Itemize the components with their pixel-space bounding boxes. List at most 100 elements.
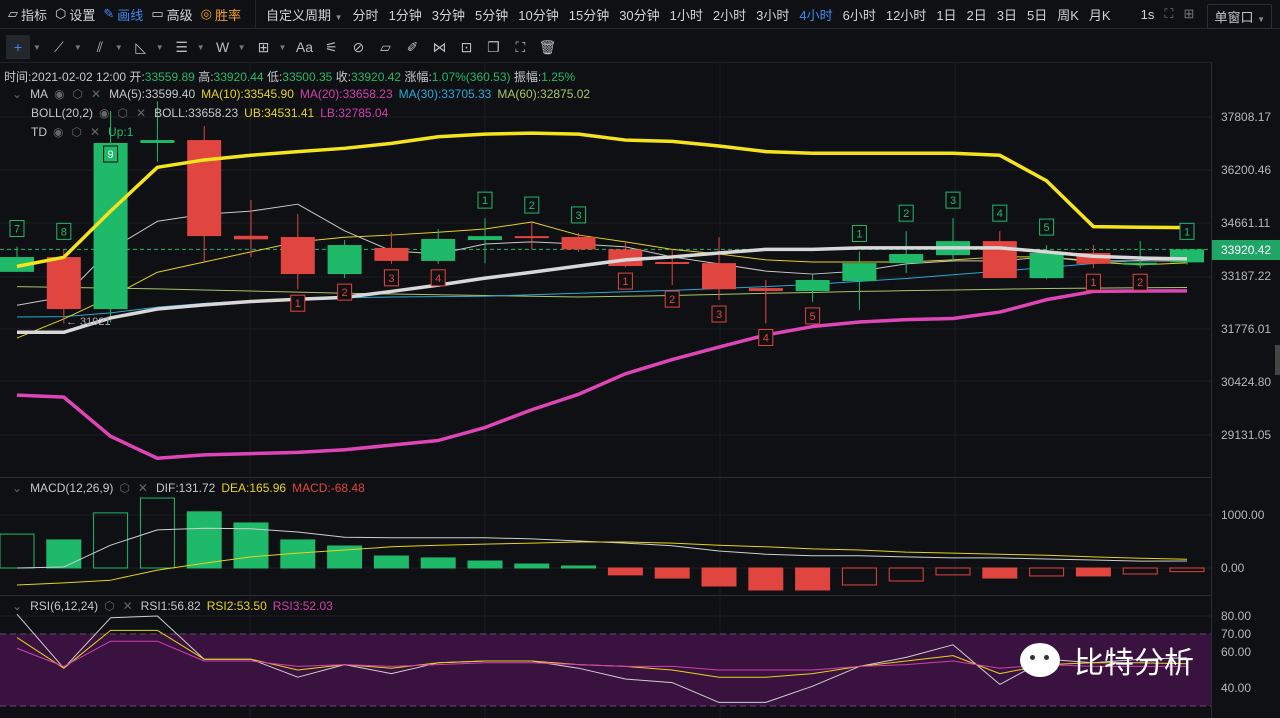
collapse-icon[interactable]: ⌄: [12, 481, 23, 495]
period-tab[interactable]: 周K: [1057, 7, 1079, 23]
period-tab[interactable]: 3小时: [756, 7, 790, 23]
period-tab[interactable]: 分时: [352, 7, 379, 23]
period-tab[interactable]: 30分钟: [619, 7, 660, 23]
text-tool-icon[interactable]: Aa: [295, 39, 314, 55]
chevron-down-icon[interactable]: ▼: [155, 42, 164, 52]
period-tab[interactable]: 12小时: [885, 7, 927, 23]
period-tab[interactable]: 5日: [1027, 7, 1048, 23]
eye-icon[interactable]: ◉: [99, 106, 110, 120]
period-tab[interactable]: 3日: [996, 7, 1018, 23]
period-tab[interactable]: 6小时: [842, 7, 876, 23]
add-window-icon[interactable]: ⊞: [1183, 6, 1195, 21]
eye-icon[interactable]: ◉: [53, 125, 64, 139]
magnet-tool-icon[interactable]: ⊘: [352, 38, 365, 55]
candle-body: [748, 288, 783, 292]
period-tab[interactable]: 月K: [1088, 7, 1111, 23]
settings-icon[interactable]: ⬡: [71, 125, 82, 139]
interval-label[interactable]: 1s: [1140, 6, 1155, 22]
td-down-marker: 5: [805, 307, 821, 325]
eye-icon[interactable]: ◉: [54, 87, 65, 101]
rect-tool-icon[interactable]: ⊞: [257, 38, 270, 55]
ma30-value: MA(30):33705.33: [398, 87, 492, 101]
topbar-winrate-button[interactable]: ◎ 胜率: [201, 5, 241, 24]
period-tab[interactable]: 1分钟: [388, 7, 422, 23]
fullscreen-icon[interactable]: ⛶: [1164, 6, 1174, 21]
copy-tool-icon[interactable]: ❐: [487, 38, 500, 55]
period-tab[interactable]: 3分钟: [431, 7, 466, 23]
line-tool-icon[interactable]: ⟋: [54, 38, 64, 55]
candle: [187, 126, 222, 263]
low-value: 33500.35: [282, 70, 333, 84]
rsi2-value: RSI2:53.50: [206, 599, 267, 613]
crosshair-tool-icon[interactable]: +: [6, 35, 30, 59]
measure-tool-icon[interactable]: ⚟: [325, 38, 338, 55]
delete-tool-icon[interactable]: 🗑: [538, 38, 557, 55]
td-up-marker: 7: [9, 219, 25, 237]
screenshot-tool-icon[interactable]: ⛶: [515, 38, 526, 55]
price-axis[interactable]: [1211, 62, 1212, 718]
watermark-text: 比特分析: [1074, 647, 1194, 680]
settings-icon[interactable]: ⬡: [117, 106, 129, 120]
td-box: [1039, 218, 1055, 236]
chevron-down-icon[interactable]: ▼: [278, 42, 287, 52]
close-icon[interactable]: ✕: [137, 481, 148, 495]
period-tab[interactable]: 1日: [936, 7, 957, 23]
angle-tool-icon[interactable]: ◺: [135, 38, 147, 55]
td-up-marker: 1: [1179, 222, 1195, 240]
chevron-down-icon[interactable]: ▼: [33, 42, 41, 52]
period-tab[interactable]: 4小时: [799, 7, 833, 23]
chevron-down-icon[interactable]: ▼: [73, 42, 82, 52]
period-tab[interactable]: 15分钟: [568, 7, 610, 23]
scrollbar-handle[interactable]: [1275, 345, 1280, 375]
chevron-down-icon[interactable]: ▼: [196, 42, 205, 52]
candle-body: [234, 235, 268, 240]
chart-canvas[interactable]: 7 8 9 1 2 3 1 2 3 4 5 1 1 2 3 4 1 2 3 4 5 1 2: [0, 0, 1211, 718]
topbar-pen-button[interactable]: ✎ 画线: [103, 5, 143, 24]
custom-period-dropdown[interactable]: 自定义周期 ▼: [266, 5, 343, 24]
settings-icon[interactable]: ⬡: [119, 481, 130, 495]
td-down-marker: 2: [1132, 273, 1148, 291]
td-box: [337, 283, 353, 301]
ruler-tool-icon[interactable]: ▱: [380, 38, 391, 55]
topbar-window-button[interactable]: ▭ 高级: [151, 5, 192, 24]
collapse-icon[interactable]: ⌄: [12, 87, 23, 101]
td-number: 2: [1137, 277, 1143, 289]
lock-tool-icon[interactable]: ⊡: [460, 38, 473, 55]
close-icon[interactable]: ✕: [136, 106, 147, 120]
period-tab[interactable]: 1小时: [669, 7, 703, 23]
rsi-name: RSI(6,12,24): [30, 599, 99, 613]
td-number: 3: [576, 210, 582, 222]
settings-icon[interactable]: ⬡: [72, 87, 84, 101]
chevron-down-icon[interactable]: ▼: [237, 42, 246, 52]
settings-icon[interactable]: ⬡: [104, 599, 115, 613]
wave-tool-icon[interactable]: W: [216, 39, 230, 55]
period-tab[interactable]: 2日: [966, 7, 987, 23]
topbar-item-label: 画线: [117, 7, 144, 23]
chevron-down-icon[interactable]: ▼: [114, 42, 123, 52]
boll-ub-line: [16, 131, 1188, 269]
amplitude-label: 振幅:: [513, 70, 542, 84]
brush-tool-icon[interactable]: ✐: [406, 38, 419, 55]
td-number: 1: [856, 229, 862, 241]
td-number: 8: [61, 226, 67, 238]
pattern-tool-icon[interactable]: ⋈: [432, 38, 447, 55]
candle-body: [1170, 249, 1204, 263]
fib-tool-icon[interactable]: ☰: [175, 38, 188, 55]
macd-tick: 0.00: [1221, 561, 1245, 575]
close-icon[interactable]: ✕: [91, 87, 102, 101]
ma-name: MA: [30, 87, 49, 101]
rsi-tick: 80.00: [1221, 609, 1252, 623]
window-mode-dropdown[interactable]: 单窗口 ▼: [1207, 4, 1272, 29]
close-icon[interactable]: ✕: [89, 125, 101, 139]
candle-body: [1123, 262, 1158, 265]
collapse-icon[interactable]: ⌄: [12, 599, 23, 613]
topbar-chart-button[interactable]: ▱ 指标: [8, 5, 47, 24]
period-tab[interactable]: 10分钟: [518, 7, 559, 23]
topbar-settings-button[interactable]: ⬡ 设置: [55, 5, 95, 24]
rsi1-value: RSI1:56.82: [140, 599, 201, 613]
channel-tool-icon[interactable]: ⫽: [96, 38, 103, 55]
close-icon[interactable]: ✕: [122, 599, 133, 613]
rsi-tick: 70.00: [1221, 627, 1252, 641]
period-tab[interactable]: 2小时: [712, 7, 747, 23]
period-tab[interactable]: 5分钟: [475, 7, 509, 23]
